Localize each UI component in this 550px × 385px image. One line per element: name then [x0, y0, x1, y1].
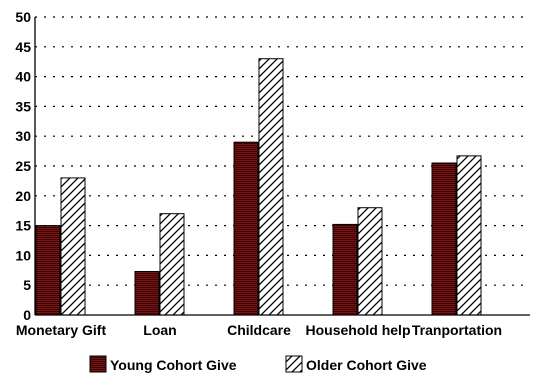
- bar: [35, 225, 61, 316]
- bar: [357, 207, 383, 316]
- bar: [134, 270, 160, 316]
- bar: [159, 213, 185, 316]
- x-tick-label: Tranportation: [412, 322, 502, 338]
- legend-swatch: [285, 355, 303, 373]
- bar: [60, 177, 86, 316]
- y-tick-label: 35: [15, 98, 31, 114]
- bar: [233, 141, 259, 316]
- y-tick-label: 10: [15, 247, 31, 263]
- bar: [431, 162, 457, 316]
- bar: [456, 155, 482, 316]
- legend-label: Young Cohort Give: [110, 357, 237, 373]
- y-tick-label: 5: [23, 277, 31, 293]
- x-tick-label: Monetary Gift: [16, 322, 107, 338]
- axes: [34, 17, 530, 316]
- y-tick-label: 25: [15, 158, 31, 174]
- bar: [258, 58, 284, 316]
- legend-label: Older Cohort Give: [306, 357, 427, 373]
- y-tick-label: 15: [15, 218, 31, 234]
- bar: [332, 223, 358, 316]
- legend: Young Cohort Give Older Cohort Give: [89, 355, 427, 373]
- legend-swatch: [89, 355, 107, 373]
- y-tick-label: 45: [15, 39, 31, 55]
- y-tick-label: 40: [15, 69, 31, 85]
- y-tick-labels: 0 5 10 15 20 25 30 35 40 45 50: [15, 9, 31, 323]
- x-tick-label: Loan: [143, 322, 176, 338]
- y-tick-label: 30: [15, 128, 31, 144]
- y-tick-label: 50: [15, 9, 31, 25]
- x-tick-label: Childcare: [227, 322, 291, 338]
- y-tick-label: 0: [23, 307, 31, 323]
- x-tick-labels: Monetary Gift Loan Childcare Household help…: [16, 322, 502, 338]
- y-tick-label: 20: [15, 188, 31, 204]
- bars: [35, 58, 482, 316]
- x-tick-label: Household help: [306, 322, 411, 338]
- grid-lines: [35, 16, 530, 286]
